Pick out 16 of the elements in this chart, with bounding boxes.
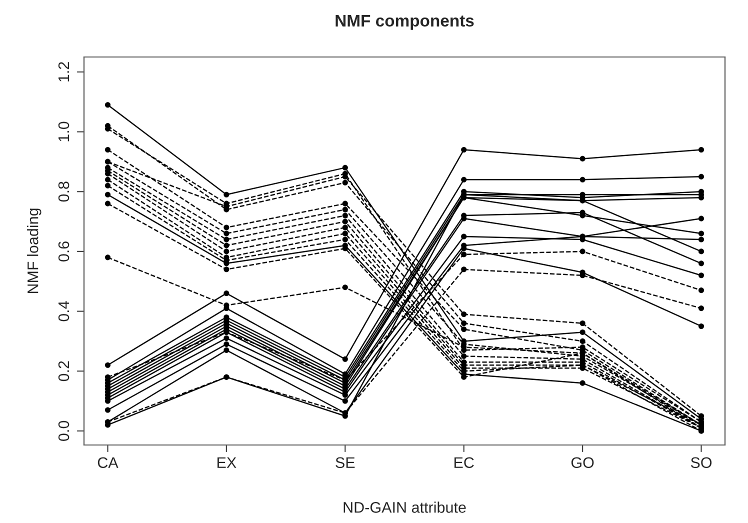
y-tick-label: 0.2 (58, 361, 70, 382)
y-axis-title: NMF loading (27, 208, 42, 294)
y-tick-label: 0.6 (58, 242, 70, 262)
x-tick-label: SO (690, 457, 712, 468)
x-tick-label: CA (98, 457, 118, 468)
x-axis-title: ND-GAIN attribute (344, 502, 466, 513)
y-tick-label: 0.0 (58, 420, 70, 441)
y-tick-label: 0.8 (58, 182, 70, 202)
y-tick-label: 1.2 (58, 62, 70, 82)
x-tick-label: GO (571, 457, 594, 468)
chart-title: NMF components (336, 14, 474, 30)
x-tick-label: EX (218, 457, 236, 468)
y-tick-label: 0.4 (58, 301, 70, 322)
y-tick-label: 1.0 (58, 122, 70, 142)
x-tick-label: SE (336, 457, 355, 468)
x-tick-label: EC (454, 457, 474, 468)
